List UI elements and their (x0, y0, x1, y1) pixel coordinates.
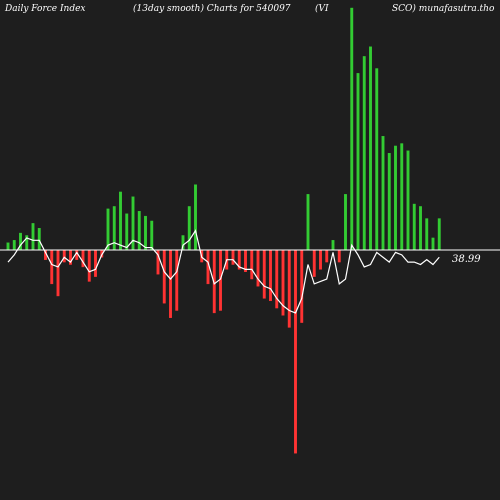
force-bar-49 (312, 249, 316, 277)
force-bar-5 (37, 228, 41, 251)
force-bar-23 (150, 220, 154, 251)
force-bar-60 (381, 136, 385, 251)
header-segment-4: SCO) munafasutra.tho (392, 3, 495, 14)
force-bar-14 (94, 249, 97, 277)
force-bar-22 (144, 215, 147, 251)
force-bar-9 (62, 249, 66, 263)
header-segment-1: Daily Force Index (4, 4, 86, 14)
force-bar-25 (162, 249, 166, 304)
force-bar-29 (187, 206, 191, 251)
force-bar-46 (294, 249, 297, 454)
force-bar-19 (125, 213, 129, 251)
force-bar-69 (437, 218, 441, 251)
last-value-label: 38.99 (452, 254, 481, 265)
force-bar-51 (325, 249, 329, 263)
force-bar-55 (350, 7, 354, 251)
force-bar-59 (375, 68, 379, 251)
force-bar-56 (356, 73, 360, 251)
force-bar-7 (50, 249, 54, 285)
header-segment-2: (13day smooth) Charts for 540097 (133, 3, 291, 14)
force-bar-62 (394, 145, 397, 251)
force-bar-47 (300, 249, 304, 323)
force-index-bars (6, 7, 441, 454)
force-bar-52 (331, 240, 335, 251)
smoothed-force-line (7, 229, 440, 314)
force-bar-26 (169, 249, 172, 318)
header-segment-3: (VI (315, 3, 329, 14)
force-bar-18 (119, 191, 122, 251)
force-bar-48 (306, 194, 310, 251)
force-bar-68 (431, 237, 435, 251)
force-bar-30 (194, 184, 197, 251)
force-bar-21 (137, 211, 141, 251)
force-bar-41 (262, 249, 266, 299)
force-bar-0 (6, 242, 10, 251)
force-bar-54 (344, 194, 347, 251)
force-bar-64 (406, 150, 410, 251)
force-bar-63 (400, 143, 404, 251)
force-bar-53 (337, 249, 341, 263)
force-bar-66 (419, 206, 422, 251)
force-bar-45 (287, 249, 291, 328)
force-bar-1 (12, 240, 16, 251)
chart-header: Daily Force Index (13day smooth) Charts … (4, 3, 495, 14)
force-bar-50 (319, 249, 322, 270)
force-bar-27 (175, 249, 179, 311)
force-bar-67 (425, 218, 429, 251)
force-bar-36 (231, 249, 235, 265)
force-bar-65 (412, 203, 416, 251)
force-bar-57 (362, 56, 366, 251)
force-bar-58 (369, 46, 372, 251)
force-bar-42 (269, 249, 272, 302)
force-bar-8 (56, 249, 60, 297)
force-bar-16 (106, 208, 110, 251)
force-bar-61 (387, 152, 391, 251)
force-bar-13 (87, 249, 91, 282)
force-bar-4 (31, 223, 35, 251)
force-bar-39 (250, 249, 254, 280)
